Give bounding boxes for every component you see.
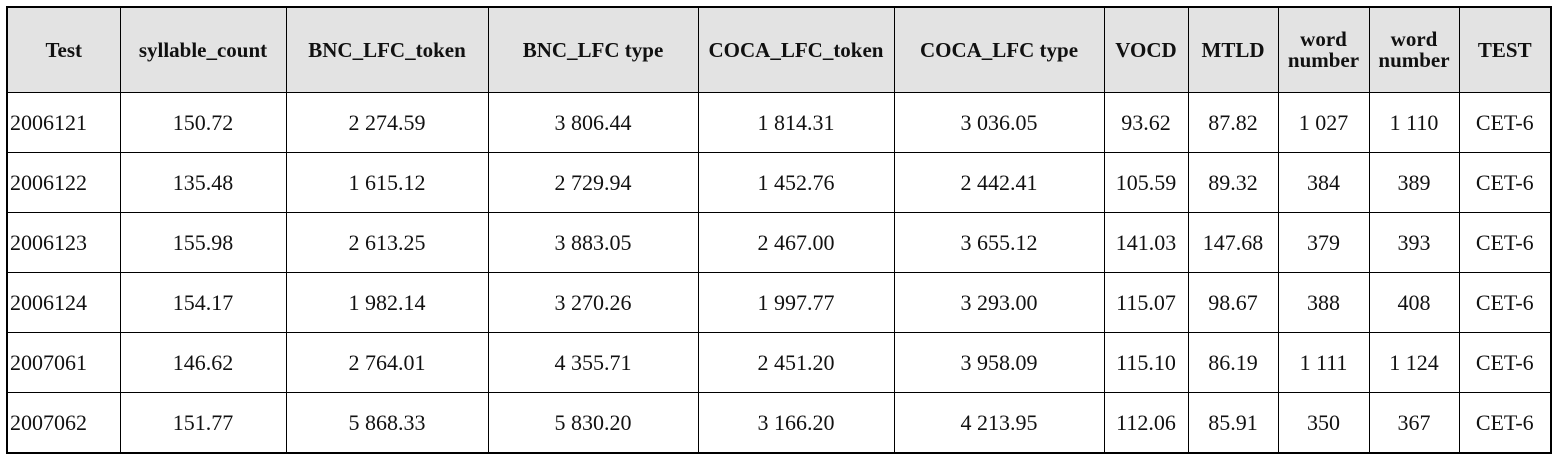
- table-cell: 3 166.20: [697, 392, 895, 454]
- data-table: Test syllable_count BNC_LFC_token BNC_LFC t…: [6, 6, 1552, 454]
- table-cell: 3 293.00: [893, 272, 1105, 333]
- header-cell: BNC_LFC type: [487, 6, 699, 93]
- table-cell: CET-6: [1458, 92, 1552, 153]
- table-row: 2006123 155.98 2 613.25 3 883.05 2 467.00 3 6…: [6, 212, 1552, 273]
- table-cell: 1 124: [1368, 332, 1460, 393]
- table-cell: 5 830.20: [487, 392, 699, 454]
- table-cell: 389: [1368, 152, 1460, 213]
- table-cell: 1 997.77: [697, 272, 895, 333]
- table-row: 2006122 135.48 1 615.12 2 729.94 1 452.76 2 4…: [6, 152, 1552, 213]
- table-cell: 87.82: [1187, 92, 1279, 153]
- table-row: 2007061 146.62 2 764.01 4 355.71 2 451.20 3 9…: [6, 332, 1552, 393]
- table-cell: 3 270.26: [487, 272, 699, 333]
- table-row: 2006121 150.72 2 274.59 3 806.44 1 814.31 3 0…: [6, 92, 1552, 153]
- table-cell: 2 764.01: [285, 332, 489, 393]
- table-cell: 4 355.71: [487, 332, 699, 393]
- table-cell: 367: [1368, 392, 1460, 454]
- header-cell: MTLD: [1187, 6, 1279, 93]
- table-cell: 86.19: [1187, 332, 1279, 393]
- table-cell: 2 451.20: [697, 332, 895, 393]
- table-cell: 112.06: [1103, 392, 1189, 454]
- table-cell: 93.62: [1103, 92, 1189, 153]
- header-cell: Test: [6, 6, 121, 93]
- header-cell: BNC_LFC_token: [285, 6, 489, 93]
- header-cell: VOCD: [1103, 6, 1189, 93]
- table-cell: 2006123: [6, 212, 121, 273]
- table-cell: CET-6: [1458, 332, 1552, 393]
- header-cell: COCA_LFC type: [893, 6, 1105, 93]
- table-cell: 2 613.25: [285, 212, 489, 273]
- table-cell: CET-6: [1458, 212, 1552, 273]
- table-cell: 3 883.05: [487, 212, 699, 273]
- table-cell: 141.03: [1103, 212, 1189, 273]
- table-cell: 3 958.09: [893, 332, 1105, 393]
- table-cell: 2006124: [6, 272, 121, 333]
- table-cell: 147.68: [1187, 212, 1279, 273]
- table-cell: 2 729.94: [487, 152, 699, 213]
- table-cell: 1 110: [1368, 92, 1460, 153]
- table-cell: 1 814.31: [697, 92, 895, 153]
- table-cell: 2007061: [6, 332, 121, 393]
- table-cell: 384: [1277, 152, 1370, 213]
- table-cell: 1 615.12: [285, 152, 489, 213]
- table-cell: 98.67: [1187, 272, 1279, 333]
- table-cell: 388: [1277, 272, 1370, 333]
- table-cell: 4 213.95: [893, 392, 1105, 454]
- table-cell: 2006122: [6, 152, 121, 213]
- header-cell: TEST: [1458, 6, 1552, 93]
- table-cell: 408: [1368, 272, 1460, 333]
- table-cell: 350: [1277, 392, 1370, 454]
- table-cell: 2 442.41: [893, 152, 1105, 213]
- header-cell: word number: [1277, 6, 1370, 93]
- table-cell: CET-6: [1458, 392, 1552, 454]
- table-cell: 1 452.76: [697, 152, 895, 213]
- table-cell: 150.72: [119, 92, 287, 153]
- table-body: 2006121 150.72 2 274.59 3 806.44 1 814.31 3 0…: [6, 92, 1552, 454]
- table-cell: 2 467.00: [697, 212, 895, 273]
- header-cell: word number: [1368, 6, 1460, 93]
- table-cell: 105.59: [1103, 152, 1189, 213]
- table-cell: 115.07: [1103, 272, 1189, 333]
- table-cell: 2007062: [6, 392, 121, 454]
- table-cell: 1 111: [1277, 332, 1370, 393]
- table-cell: 3 655.12: [893, 212, 1105, 273]
- table-cell: 379: [1277, 212, 1370, 273]
- table-cell: 154.17: [119, 272, 287, 333]
- header-row: Test syllable_count BNC_LFC_token BNC_LFC t…: [6, 6, 1552, 93]
- table-cell: 155.98: [119, 212, 287, 273]
- table-cell: 3 036.05: [893, 92, 1105, 153]
- header-cell: COCA_LFC_token: [697, 6, 895, 93]
- table-cell: 3 806.44: [487, 92, 699, 153]
- table-cell: 151.77: [119, 392, 287, 454]
- table-row: 2006124 154.17 1 982.14 3 270.26 1 997.77 3 2…: [6, 272, 1552, 333]
- table-cell: 135.48: [119, 152, 287, 213]
- table-cell: 1 982.14: [285, 272, 489, 333]
- table-cell: 146.62: [119, 332, 287, 393]
- table-cell: 2 274.59: [285, 92, 489, 153]
- table-cell: 1 027: [1277, 92, 1370, 153]
- table-cell: 85.91: [1187, 392, 1279, 454]
- header-cell: syllable_count: [119, 6, 287, 93]
- table-cell: CET-6: [1458, 272, 1552, 333]
- table-cell: 89.32: [1187, 152, 1279, 213]
- table-row: 2007062 151.77 5 868.33 5 830.20 3 166.20 4 2…: [6, 392, 1552, 454]
- table-cell: 5 868.33: [285, 392, 489, 454]
- table-cell: 115.10: [1103, 332, 1189, 393]
- table-cell: CET-6: [1458, 152, 1552, 213]
- table-cell: 2006121: [6, 92, 121, 153]
- table-cell: 393: [1368, 212, 1460, 273]
